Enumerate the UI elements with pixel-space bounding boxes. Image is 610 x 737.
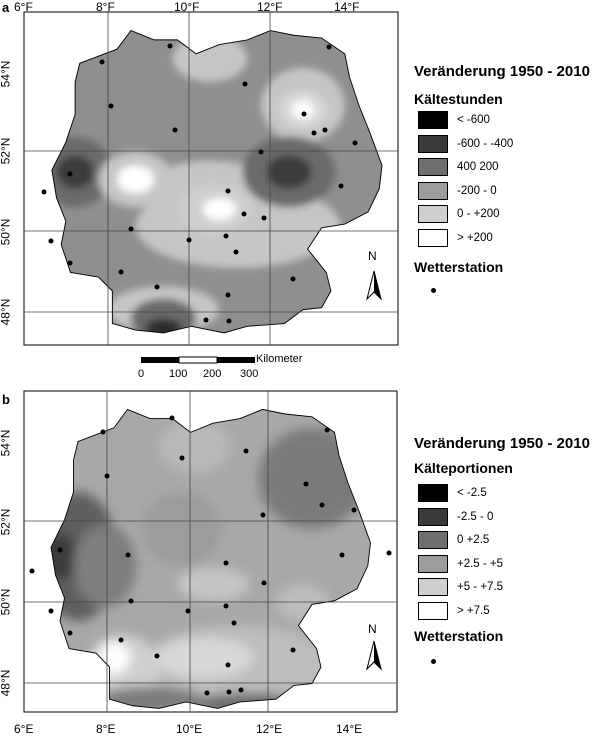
lat-tick-50: 50°N	[0, 588, 13, 616]
legend-class: -600 - -400	[418, 134, 514, 153]
scale-tick: 100	[169, 368, 188, 380]
legend-class-label: +2.5 - +5	[457, 557, 504, 570]
legend-subtitle-b: Kälteportionen	[414, 460, 513, 476]
lat-tick: 52°N	[0, 137, 13, 165]
lat-tick: 54°N	[0, 60, 13, 88]
station-legend-label-b: Wetterstation	[414, 628, 504, 644]
legend-class-label: +5 - +7.5	[457, 581, 504, 593]
legend-swatch	[418, 484, 448, 502]
legend-class: 400 200	[418, 158, 499, 176]
lat-tick-52: 52°N	[0, 508, 13, 536]
legend-swatch	[418, 578, 448, 596]
lat-tick: 48°N	[0, 298, 13, 326]
lat-tick: 50°N	[0, 218, 13, 246]
legend-swatch	[418, 554, 448, 573]
north-arrow-icon-b	[366, 640, 382, 671]
legend-class: +5 - +7.5	[418, 578, 503, 596]
legend-class: 0 - +200	[418, 205, 500, 223]
stations-b	[29, 415, 392, 696]
legend-class: -200 - 0	[418, 181, 497, 200]
legend-class: -2.5 - 0	[418, 507, 494, 526]
legend-class-label: 0 - +200	[457, 208, 500, 220]
lon-tick: 6°E	[14, 722, 34, 736]
panel-b-map	[23, 390, 398, 713]
lat-tick-48: 48°N	[0, 669, 13, 697]
lon-tick: 8°E	[96, 722, 116, 736]
legend-class-label: -2.5 - 0	[457, 510, 494, 523]
scale-tick: 300	[240, 368, 259, 380]
scale-tick: 0	[138, 368, 145, 380]
legend-class-label: < -600	[457, 114, 490, 126]
lon-tick: 14°F	[334, 0, 360, 14]
graticule-b	[24, 391, 397, 712]
legend-class: +2.5 - +5	[418, 554, 504, 573]
legend-class: > +7.5	[418, 601, 490, 620]
scale-unit: Kilometer	[256, 353, 303, 365]
lon-tick: 12°E	[256, 722, 283, 736]
legend-swatch	[418, 228, 448, 247]
lon-tick: 12°F	[257, 0, 283, 14]
legend-title-a: Veränderung 1950 - 2010	[414, 63, 590, 80]
legend-title-b: Veränderung 1950 - 2010	[414, 435, 590, 452]
station-legend-label-a: Wetterstation	[414, 259, 504, 275]
legend-swatch	[418, 158, 448, 176]
north-arrow-icon-a	[366, 270, 382, 301]
station-dot-icon	[431, 659, 436, 664]
legend-class-label: 0 +2.5	[457, 534, 490, 546]
legend-class-label: -600 - -400	[457, 137, 514, 150]
legend-class: < -600	[418, 111, 490, 129]
legend-class: < -2.5	[418, 484, 487, 502]
scale-tick: 200	[203, 368, 222, 380]
legend-swatch	[418, 531, 448, 549]
station-dot-icon	[431, 288, 436, 293]
legend-swatch	[418, 181, 448, 200]
legend-subtitle-a: Kältestunden	[414, 91, 503, 107]
lat-tick-54: 54°N	[0, 429, 13, 457]
panel-label-b: b	[2, 392, 10, 407]
legend-class-label: -200 - 0	[457, 184, 497, 197]
lon-tick: 14°E	[336, 722, 363, 736]
north-label-a: N	[368, 249, 377, 263]
panel-a-map	[23, 11, 399, 364]
legend-class-label: > +7.5	[457, 604, 490, 617]
legend-class-label: < -2.5	[457, 487, 487, 499]
lon-tick: 6°F	[14, 0, 33, 14]
lon-tick: 8°F	[96, 0, 115, 14]
legend-class: 0 +2.5	[418, 531, 489, 549]
stations-a	[41, 43, 358, 324]
legend-swatch	[418, 601, 448, 620]
panel-label-a: a	[2, 0, 10, 15]
legend-swatch	[418, 111, 448, 129]
legend-class: > +200	[418, 228, 493, 247]
legend-class-label: > +200	[457, 231, 493, 244]
scale-bar	[141, 356, 255, 364]
graticule-a	[24, 12, 398, 345]
lon-tick: 10°E	[176, 722, 203, 736]
lon-tick: 10°F	[174, 0, 200, 14]
legend-class-label: 400 200	[457, 161, 499, 173]
north-label-b: N	[368, 622, 377, 636]
legend-swatch	[418, 507, 448, 526]
legend-swatch	[418, 134, 448, 153]
legend-swatch	[418, 205, 448, 223]
